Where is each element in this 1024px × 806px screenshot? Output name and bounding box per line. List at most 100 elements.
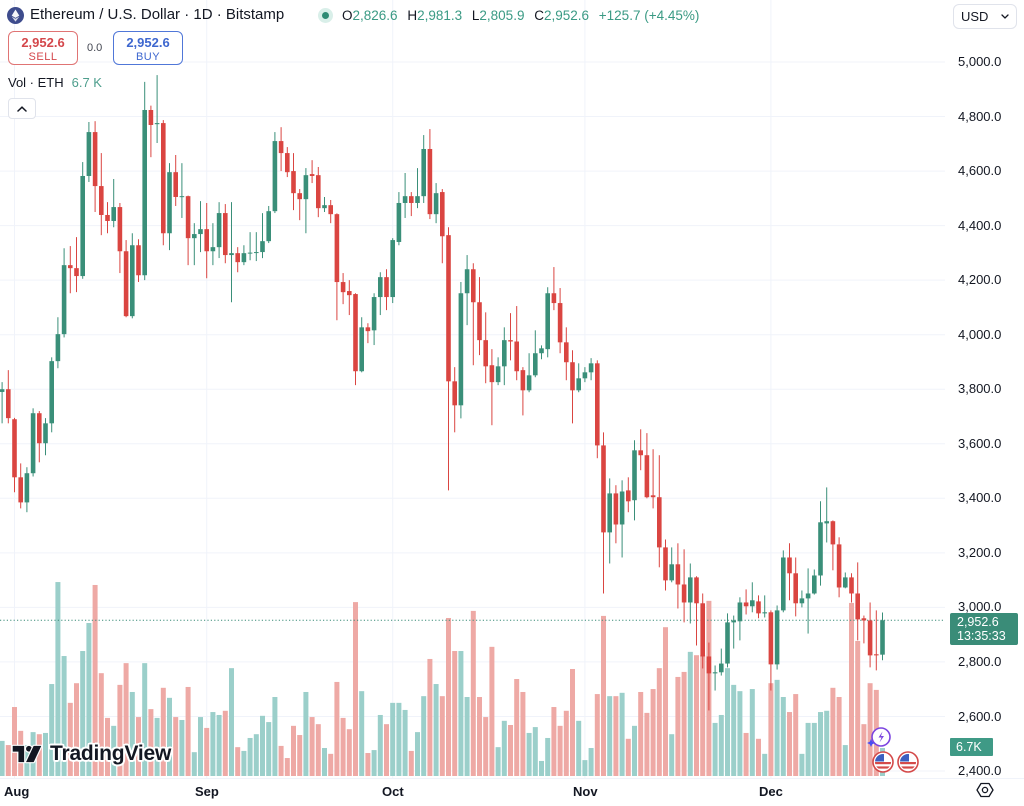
volume-bar	[464, 696, 470, 776]
us-flag-event-icon	[897, 751, 919, 773]
volume-bar	[799, 753, 805, 776]
candle	[601, 445, 606, 533]
candle	[154, 123, 160, 125]
volume-bar	[774, 679, 780, 776]
price-axis-label: 4,000.0	[958, 327, 1002, 342]
volume-bar	[334, 681, 340, 776]
volume-bar	[260, 715, 265, 776]
candle	[607, 493, 612, 533]
candle	[204, 229, 209, 252]
candle	[30, 413, 36, 474]
volume-bar	[780, 696, 786, 776]
candle	[353, 294, 358, 372]
candle	[173, 172, 178, 197]
candle	[278, 141, 284, 154]
candle	[37, 413, 42, 444]
candle	[564, 342, 569, 363]
volume-bar	[762, 753, 768, 776]
candle	[185, 196, 191, 239]
candle	[216, 213, 222, 248]
sell-button[interactable]: 2,952.6 SELL	[8, 31, 78, 65]
volume-bar	[545, 737, 551, 776]
volume-legend[interactable]: Vol · ETH 6.7 K	[8, 75, 102, 90]
candle	[365, 327, 371, 332]
volume-bar	[731, 684, 737, 776]
candle	[768, 612, 774, 665]
buy-label: BUY	[135, 51, 161, 63]
candle	[750, 600, 755, 607]
volume-bar	[303, 691, 309, 776]
tradingview-logo[interactable]: TradingView	[10, 740, 171, 768]
sell-price: 2,952.6	[21, 35, 65, 50]
volume-bar	[439, 696, 445, 776]
candle	[384, 277, 389, 298]
candle	[588, 363, 594, 373]
volume-bar	[309, 717, 315, 776]
volume-legend-label: Vol · ETH	[8, 75, 64, 90]
candle	[489, 365, 495, 383]
symbol-title[interactable]: Ethereum / U.S. Dollar · 1D · Bitstamp	[30, 6, 285, 23]
volume-bar	[501, 720, 507, 776]
bar-close-countdown: 13:35:33	[957, 629, 1006, 643]
candle	[322, 205, 327, 209]
candle	[61, 265, 67, 335]
candle	[843, 577, 848, 588]
candle	[427, 148, 433, 215]
candle	[867, 620, 873, 656]
volume-bar	[787, 712, 792, 776]
candle	[681, 584, 687, 603]
candle	[123, 251, 129, 317]
time-axis-label: Oct	[382, 784, 404, 799]
candle	[390, 240, 395, 298]
lightning-event-marker[interactable]	[867, 726, 891, 748]
candle	[452, 381, 457, 406]
buy-button[interactable]: 2,952.6 BUY	[113, 31, 183, 65]
chart-settings-button[interactable]	[976, 781, 994, 799]
candle	[142, 109, 147, 276]
candle	[223, 213, 228, 256]
candle	[514, 341, 519, 372]
candle	[55, 334, 61, 362]
volume-bar	[408, 750, 414, 776]
candle	[824, 521, 829, 524]
economic-event-marker[interactable]	[897, 751, 919, 773]
candle	[731, 620, 736, 623]
candle	[359, 327, 364, 372]
market-open-dot-icon[interactable]	[318, 8, 333, 23]
candle	[316, 175, 321, 209]
volume-bar	[594, 694, 600, 776]
candle	[49, 361, 54, 424]
volume-bar	[74, 683, 79, 776]
collapse-legend-button[interactable]	[8, 98, 36, 119]
volume-bar	[346, 729, 352, 776]
volume-bar	[117, 684, 123, 776]
candle	[198, 229, 203, 235]
candle	[179, 196, 185, 198]
volume-bar	[638, 691, 644, 776]
volume-bar	[849, 602, 854, 776]
volume-bar	[191, 752, 197, 776]
candle	[638, 450, 643, 456]
volume-bar	[446, 617, 451, 776]
candle	[880, 620, 885, 655]
volume-bar	[725, 668, 730, 776]
candle	[570, 362, 575, 391]
volume-bar	[148, 709, 154, 776]
volume-bar	[458, 651, 464, 776]
candle	[266, 211, 271, 242]
volume-bar	[353, 602, 358, 776]
currency-dropdown[interactable]: USD	[953, 4, 1017, 29]
settings-hexagon-icon	[976, 782, 994, 798]
last-price-value: 2,952.6	[957, 615, 999, 629]
volume-bar	[551, 707, 557, 776]
candle	[409, 196, 414, 203]
currency-value: USD	[961, 9, 989, 24]
price-axis-label: 4,200.0	[958, 272, 1002, 287]
volume-bars	[0, 582, 885, 776]
price-axis-label: 2,800.0	[958, 654, 1002, 669]
chevron-up-icon	[17, 105, 27, 112]
price-chart[interactable]	[0, 0, 945, 778]
candle	[657, 497, 662, 548]
economic-event-marker[interactable]	[872, 751, 894, 773]
candle	[117, 207, 123, 252]
